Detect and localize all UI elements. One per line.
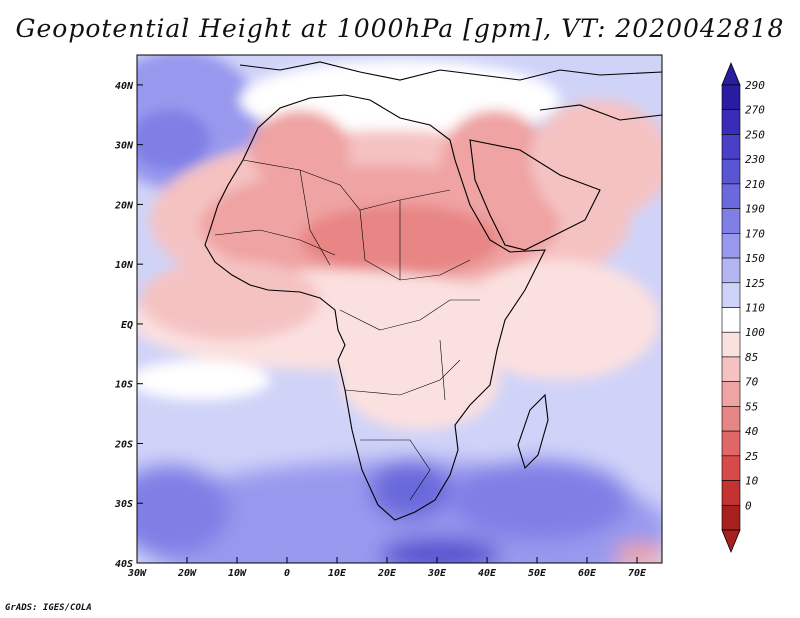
colorbar-label: 230 xyxy=(745,153,765,166)
colorbar-label: 100 xyxy=(745,326,765,339)
coastlines xyxy=(204,61,662,521)
lat-tick-label: 40S xyxy=(115,559,133,570)
lon-tick-label: 60E xyxy=(578,568,597,579)
lon-tick-label: 10E xyxy=(328,568,347,579)
colorbar-swatch xyxy=(721,480,741,506)
colorbar-swatch xyxy=(721,257,741,284)
colorbar-label: 40 xyxy=(745,425,759,438)
height-field-south xyxy=(137,460,662,563)
country-borders xyxy=(214,159,480,501)
field-blob xyxy=(460,260,660,380)
colorbar-label: 210 xyxy=(745,178,765,191)
colorbar-label: 270 xyxy=(745,104,765,117)
lon-tick-label: 20E xyxy=(377,568,397,579)
colorbar-label: 55 xyxy=(745,400,758,413)
colorbar: 2902702502302101901701501251101008570554… xyxy=(721,61,765,554)
field-blob xyxy=(530,100,662,220)
lat-tick-label: EQ xyxy=(121,320,133,331)
lat-tick-label: 20N xyxy=(114,200,134,211)
colorbar-label: 10 xyxy=(745,475,759,488)
lat-tick-label: 30S xyxy=(114,499,133,510)
border xyxy=(360,439,431,501)
colorbar-swatch xyxy=(721,331,741,358)
colorbar-swatch xyxy=(721,307,741,333)
colorbar-label: 290 xyxy=(745,79,765,92)
colorbar-swatch xyxy=(721,504,741,531)
europe-coastline xyxy=(239,61,662,81)
field-blob xyxy=(380,537,500,563)
colorbar-label: 125 xyxy=(745,277,765,290)
border xyxy=(242,159,451,211)
arabia-coastline xyxy=(469,139,601,251)
lon-tick-label: 70E xyxy=(628,568,647,579)
africa-coastline xyxy=(204,94,546,521)
lat-tick-label: 30N xyxy=(114,141,134,152)
lat-tick-label: 20S xyxy=(114,439,133,450)
border xyxy=(344,359,461,396)
border xyxy=(299,169,331,266)
iran-coastline xyxy=(539,104,662,121)
lon-tick-label: 30W xyxy=(127,568,147,579)
colorbar-swatch xyxy=(721,381,741,407)
colorbar-label: 0 xyxy=(745,499,752,512)
field-blob xyxy=(137,360,270,400)
lat-tick-label: 10N xyxy=(115,260,134,271)
colorbar-swatch xyxy=(721,430,741,457)
field-blob xyxy=(615,543,662,563)
lat-tick-label: 10S xyxy=(115,380,133,391)
border xyxy=(439,339,446,401)
field-blob xyxy=(137,465,230,555)
latitude-axis: 40N 30N 20N 10N EQ 10S 20S 30S 40S xyxy=(114,81,143,570)
colorbar-label: 190 xyxy=(745,203,765,216)
lat-tick-label: 40N xyxy=(115,81,134,92)
field-blob xyxy=(140,260,320,340)
colorbar-top-arrow xyxy=(721,61,741,86)
field-blob xyxy=(340,330,500,430)
colorbar-swatch xyxy=(721,134,741,160)
colorbar-swatch xyxy=(721,208,741,234)
colorbar-label: 110 xyxy=(745,302,765,315)
field-blob xyxy=(137,110,210,170)
colorbar-label: 70 xyxy=(745,376,759,389)
lon-tick-label: 10W xyxy=(228,568,247,579)
map-plot-area xyxy=(137,55,662,563)
plot-frame xyxy=(136,54,663,564)
field-blob xyxy=(440,110,550,220)
longitude-axis: 30W 20W 10W 0 10E 20E 30E 40E 50E 60E 70E xyxy=(127,557,647,579)
colorbar-swatch xyxy=(721,84,741,111)
madagascar-coastline xyxy=(517,393,549,470)
border xyxy=(214,229,336,256)
height-field xyxy=(137,55,662,430)
grads-credit: GrADS: IGES/COLA xyxy=(5,603,92,613)
colorbar-label: 250 xyxy=(745,128,765,141)
colorbar-swatch xyxy=(721,109,741,135)
field-blob xyxy=(450,460,630,540)
colorbar-swatch xyxy=(721,282,741,308)
chart-title: Geopotential Height at 1000hPa [gpm], VT… xyxy=(15,14,785,43)
lon-tick-label: 30E xyxy=(427,568,447,579)
field-blob xyxy=(250,110,350,190)
lon-tick-label: 50E xyxy=(528,568,547,579)
lon-tick-label: 40E xyxy=(478,568,497,579)
lon-tick-label: 20W xyxy=(177,568,197,579)
colorbar-label: 150 xyxy=(745,252,765,265)
colorbar-label: 170 xyxy=(745,227,765,240)
border xyxy=(339,299,480,331)
colorbar-swatch xyxy=(721,356,741,382)
colorbar-swatch xyxy=(721,158,741,185)
colorbar-bottom-arrow xyxy=(721,529,741,554)
colorbar-label: 85 xyxy=(745,351,758,364)
field-blob xyxy=(370,460,450,520)
lon-tick-label: 0 xyxy=(284,568,290,579)
colorbar-swatch xyxy=(721,233,741,259)
colorbar-swatch xyxy=(721,406,741,432)
colorbar-label: 25 xyxy=(745,450,758,463)
colorbar-swatch xyxy=(721,183,741,209)
colorbar-swatch xyxy=(721,455,741,481)
